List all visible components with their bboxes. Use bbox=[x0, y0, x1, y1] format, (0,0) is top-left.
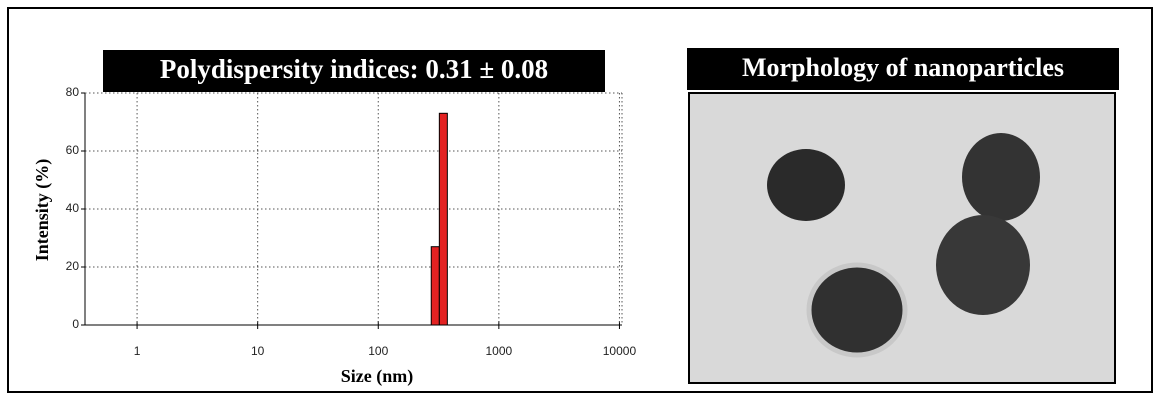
y-tick-label: 80 bbox=[66, 85, 80, 99]
chart-title: Polydispersity indices: 0.31 ± 0.08 bbox=[160, 54, 548, 84]
y-tick-label: 20 bbox=[66, 259, 80, 273]
bar bbox=[439, 113, 447, 325]
bar bbox=[431, 247, 439, 325]
x-axis-label: Size (nm) bbox=[341, 366, 413, 387]
particle bbox=[936, 215, 1030, 315]
y-tick-label: 0 bbox=[72, 317, 79, 331]
y-axis-label: Intensity (%) bbox=[32, 159, 53, 262]
x-tick-label: 100 bbox=[368, 344, 388, 358]
figure: Polydispersity indices: 0.31 ± 0.08 Size… bbox=[0, 0, 1161, 401]
micrograph bbox=[689, 93, 1115, 383]
x-tick-label: 10 bbox=[251, 344, 265, 358]
x-tick-label: 1000 bbox=[485, 344, 512, 358]
page: {"chart_data": {"type": "histogram", "ti… bbox=[0, 0, 1161, 401]
panel-title: Morphology of nanoparticles bbox=[742, 53, 1064, 82]
particle bbox=[767, 149, 845, 221]
particle bbox=[962, 133, 1040, 221]
image-panel: Morphology of nanoparticles bbox=[687, 48, 1119, 383]
y-tick-label: 60 bbox=[66, 143, 80, 157]
x-tick-label: 1 bbox=[134, 344, 141, 358]
x-tick-label: 10000 bbox=[603, 344, 637, 358]
y-tick-label: 40 bbox=[66, 201, 80, 215]
particle bbox=[809, 265, 905, 355]
